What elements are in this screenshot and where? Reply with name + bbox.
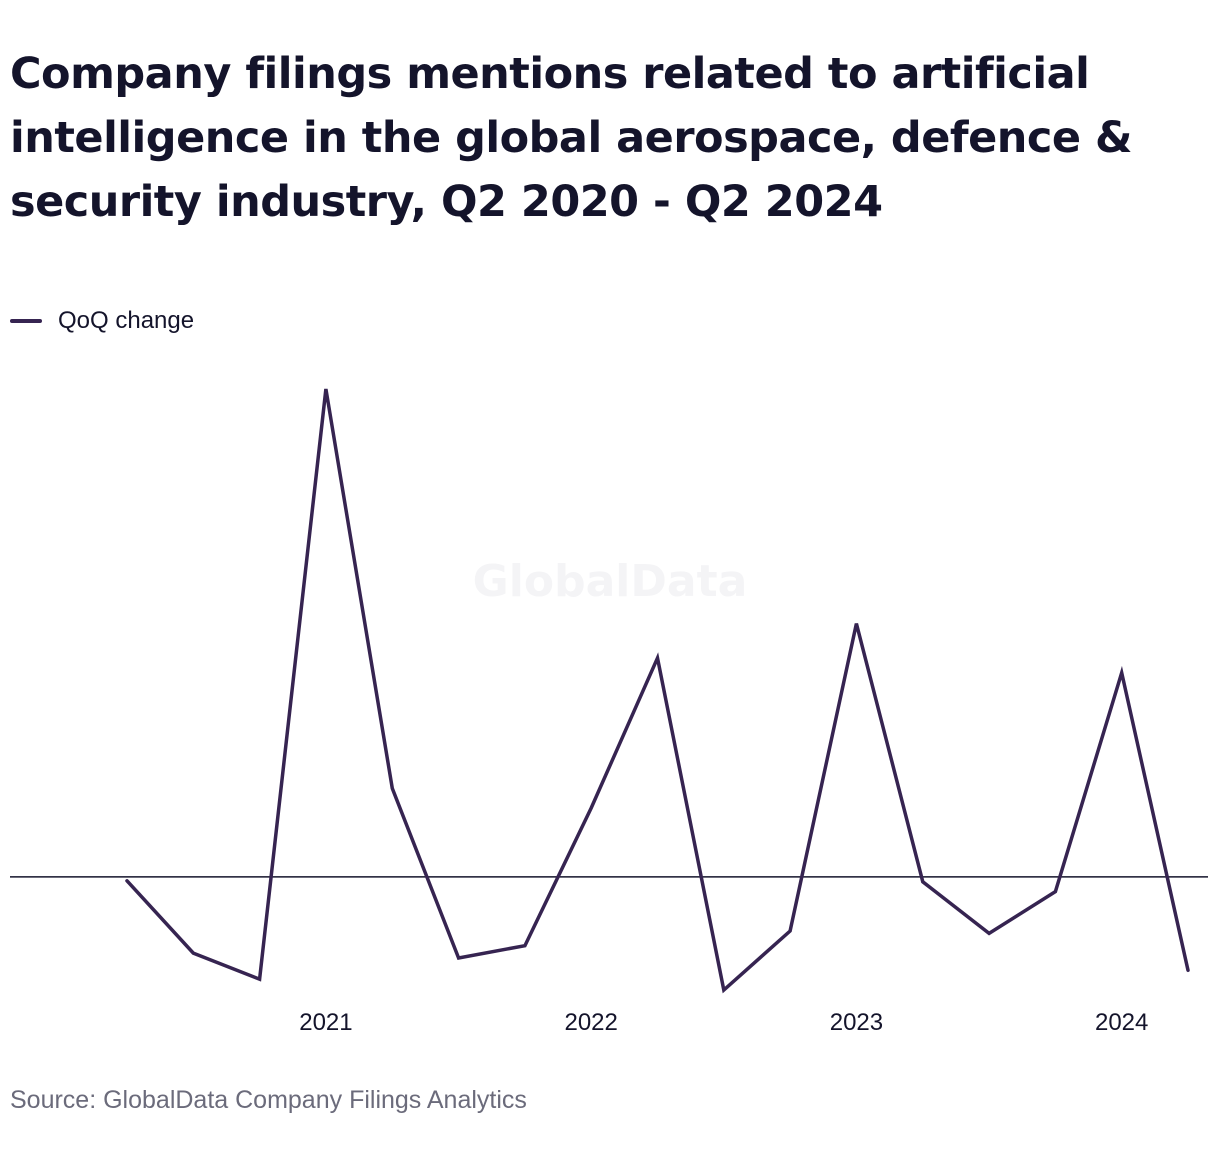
x-axis-ticks: 2021 2022 2023 2024 <box>299 1009 1148 1036</box>
x-tick-label: 2023 <box>830 1009 883 1036</box>
legend-swatch <box>10 319 42 323</box>
source-note: Source: GlobalData Company Filings Analy… <box>10 1086 527 1114</box>
x-tick-label: 2021 <box>299 1009 352 1036</box>
watermark: GlobalData <box>473 556 748 607</box>
x-tick-label: 2024 <box>1095 1009 1148 1036</box>
series-line-qoq-change <box>125 388 1190 994</box>
chart-legend: QoQ change <box>10 306 194 336</box>
x-tick-label: 2022 <box>564 1009 617 1036</box>
legend-label: QoQ change <box>58 307 195 334</box>
line-chart: GlobalData 2021 2022 2023 2024 <box>10 388 1208 1036</box>
chart-title: Company filings mentions related to arti… <box>10 49 1132 227</box>
